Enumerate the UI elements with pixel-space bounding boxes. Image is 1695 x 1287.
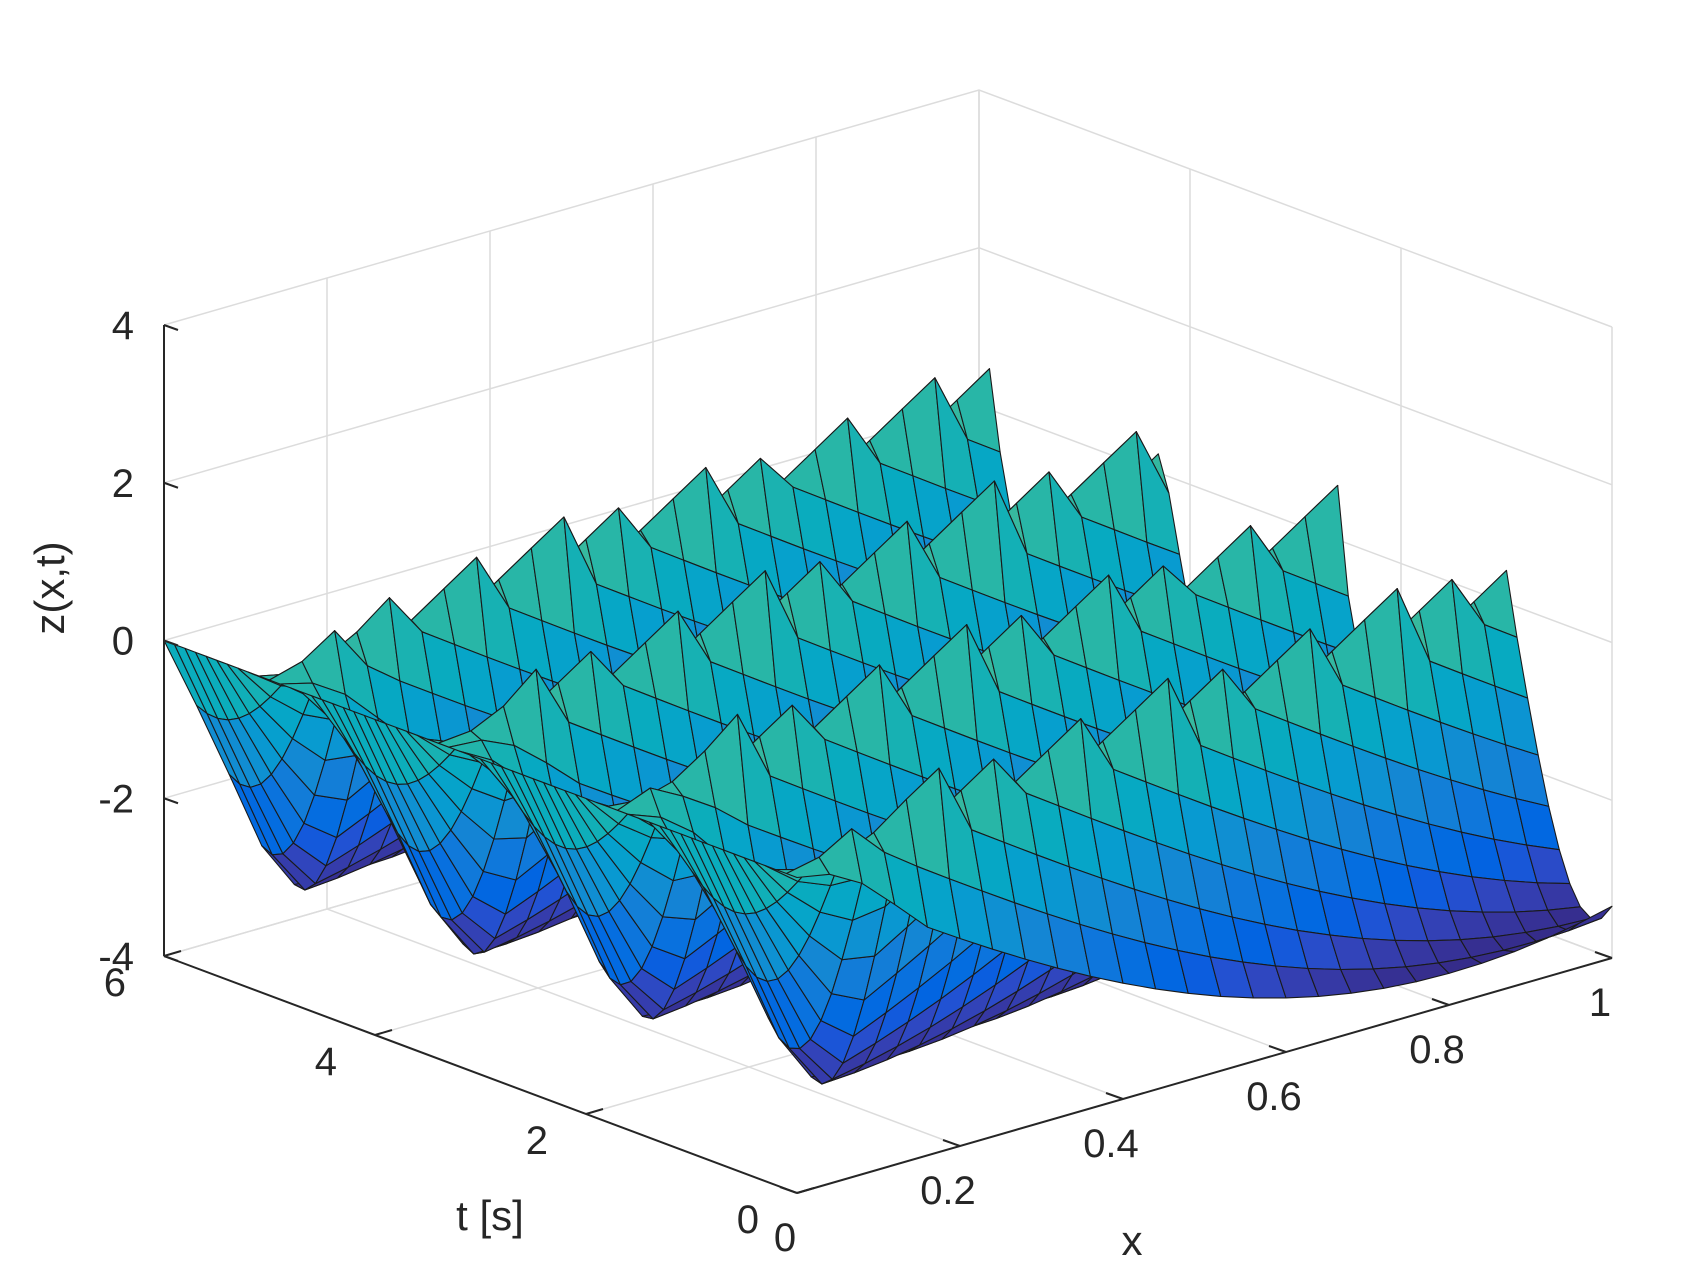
t-axis-label: t [s] bbox=[456, 1192, 524, 1239]
z-tick-label: 2 bbox=[112, 462, 134, 506]
z-tick-label: 0 bbox=[112, 620, 134, 664]
x-tick bbox=[1268, 1045, 1287, 1053]
z-tick bbox=[163, 639, 179, 647]
z-tick-label: -2 bbox=[98, 777, 134, 821]
z-tick bbox=[163, 324, 179, 331]
z-tick bbox=[163, 797, 179, 805]
x-tick bbox=[779, 1186, 798, 1194]
x-tick bbox=[1594, 951, 1613, 959]
x-tick-label: 0.8 bbox=[1409, 1028, 1465, 1072]
t-tick bbox=[796, 1187, 815, 1194]
z-axis-label: z(x,t) bbox=[26, 541, 73, 634]
t-tick-label: 6 bbox=[104, 961, 126, 1005]
x-axis-label: x bbox=[1122, 1217, 1143, 1264]
surface-patch bbox=[1568, 905, 1613, 932]
t-axis-line bbox=[163, 955, 798, 1194]
x-tick-label: 0.4 bbox=[1083, 1122, 1139, 1166]
t-tick bbox=[585, 1108, 604, 1115]
z-tick-label: -4 bbox=[98, 935, 134, 979]
z-tick-label: 4 bbox=[112, 304, 134, 348]
t-tick bbox=[374, 1029, 393, 1036]
x-tick bbox=[942, 1139, 961, 1147]
z-tick bbox=[163, 481, 179, 489]
z-gridline bbox=[163, 89, 1613, 328]
surface-layer bbox=[163, 368, 1613, 1085]
x-tick-label: 0 bbox=[774, 1216, 796, 1260]
t-tick-label: 4 bbox=[315, 1040, 337, 1084]
t-tick-label: 2 bbox=[526, 1119, 548, 1163]
t-tick-label: 0 bbox=[737, 1198, 759, 1242]
t-tick bbox=[163, 950, 182, 957]
x-tick-label: 0.6 bbox=[1246, 1075, 1302, 1119]
axes-layer: -4 -2 0 2 4 0 2 4 6 0 0.2 0.4 0.6 0.8 1 bbox=[98, 304, 1613, 1260]
x-tick bbox=[1431, 998, 1450, 1006]
x-tick-label: 0.2 bbox=[920, 1169, 976, 1213]
x-tick-label: 1 bbox=[1589, 981, 1611, 1025]
z-tick bbox=[163, 955, 179, 962]
x-tick bbox=[1105, 1092, 1124, 1100]
x-axis-line bbox=[796, 957, 1613, 1194]
